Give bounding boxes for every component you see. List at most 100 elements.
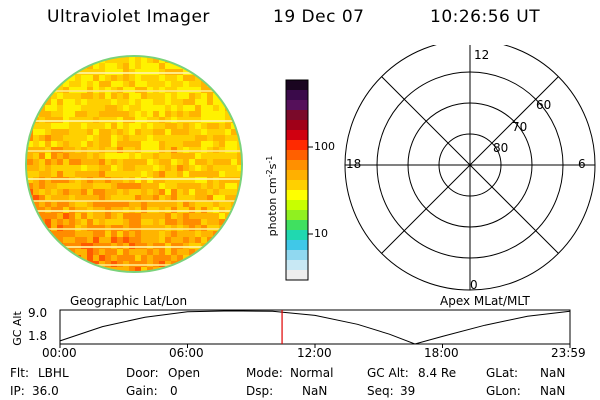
emission-cell <box>213 129 219 135</box>
emission-cell <box>195 201 201 207</box>
time-tick-label-0: 00:00 <box>42 346 77 360</box>
emission-cell <box>165 255 171 261</box>
colorbar-frame <box>285 79 309 281</box>
emission-cell <box>189 165 195 171</box>
emission-cell <box>111 195 117 201</box>
emission-cell <box>45 123 51 129</box>
emission-cell <box>99 141 105 147</box>
emission-cell <box>39 171 45 177</box>
emission-cell <box>39 201 45 207</box>
emission-cell <box>201 81 207 87</box>
emission-cell <box>81 105 87 111</box>
emission-cell <box>189 237 195 243</box>
emission-cell <box>153 231 159 237</box>
emission-cell <box>171 105 177 111</box>
colorbar-cell <box>286 180 308 191</box>
emission-cell <box>81 75 87 81</box>
emission-cell <box>75 75 81 81</box>
emission-cell <box>207 159 213 165</box>
emission-cell <box>87 123 93 129</box>
emission-cell <box>105 141 111 147</box>
polar-grid <box>344 45 596 291</box>
emission-cell <box>177 93 183 99</box>
emission-cell <box>87 141 93 147</box>
emission-cell <box>45 201 51 207</box>
emission-cell <box>207 153 213 159</box>
colorbar-cell <box>286 220 308 231</box>
emission-cell <box>111 141 117 147</box>
emission-cell <box>87 231 93 237</box>
emission-cell <box>39 183 45 189</box>
emission-cell <box>39 111 45 117</box>
emission-cell <box>99 219 105 225</box>
emission-cell <box>231 171 237 177</box>
emission-cell <box>141 129 147 135</box>
emission-cell <box>171 111 177 117</box>
emission-cell <box>159 123 165 129</box>
emission-cell <box>51 141 57 147</box>
colorbar-cell <box>286 120 308 131</box>
emission-cell <box>177 99 183 105</box>
dsp-value: NaN <box>302 384 328 398</box>
emission-cell <box>87 129 93 135</box>
emission-cell <box>171 213 177 219</box>
emission-cell <box>237 153 241 159</box>
emission-cell <box>99 231 105 237</box>
emission-cell <box>57 189 63 195</box>
emission-cell <box>33 195 39 201</box>
emission-cell <box>45 195 51 201</box>
colorbar-cell <box>286 140 308 151</box>
emission-cell <box>225 183 231 189</box>
emission-cell <box>33 189 39 195</box>
emission-cell <box>207 99 213 105</box>
emission-cell <box>129 141 135 147</box>
emission-cell <box>123 81 129 87</box>
emission-cell <box>45 135 51 141</box>
alt-strip-plot <box>59 309 571 348</box>
emission-cell <box>93 99 99 105</box>
colorbar-cell <box>286 260 308 271</box>
emission-cell <box>33 183 39 189</box>
emission-cell <box>225 171 231 177</box>
gain-value: 0 <box>170 384 178 398</box>
emission-cell <box>231 141 237 147</box>
emission-cell <box>153 213 159 219</box>
emission-cell <box>135 195 141 201</box>
emission-cell <box>147 231 153 237</box>
emission-cell <box>117 165 123 171</box>
emission-cell <box>75 99 81 105</box>
emission-cell <box>63 171 69 177</box>
colorbar-label-10: 10 <box>314 227 328 240</box>
emission-cell <box>213 195 219 201</box>
emission-cell <box>117 105 123 111</box>
emission-cell <box>219 219 225 225</box>
emission-cell <box>195 237 201 243</box>
emission-cell <box>165 135 171 141</box>
emission-cell <box>45 129 51 135</box>
emission-cell <box>237 141 241 147</box>
emission-cell <box>219 141 225 147</box>
time-tick-label-3: 18:00 <box>424 346 459 360</box>
emission-cell <box>219 165 225 171</box>
emission-cell <box>39 165 45 171</box>
emission-cell <box>87 153 93 159</box>
mlat-label-60: 60 <box>536 98 552 112</box>
emission-cell <box>63 81 69 87</box>
emission-cell <box>135 231 141 237</box>
emission-cell <box>165 171 171 177</box>
colorbar-label-100: 100 <box>314 140 335 153</box>
scan-streak <box>27 264 241 266</box>
emission-cell <box>159 129 165 135</box>
emission-cell <box>45 189 51 195</box>
emission-cell <box>87 255 93 261</box>
emission-cell <box>69 135 75 141</box>
emission-cell <box>189 111 195 117</box>
emission-cell <box>147 237 153 243</box>
emission-cell <box>63 159 69 165</box>
emission-cell <box>75 213 81 219</box>
emission-cell <box>165 201 171 207</box>
emission-cell <box>147 135 153 141</box>
emission-cell <box>111 105 117 111</box>
emission-cell <box>141 189 147 195</box>
emission-cell <box>231 123 237 129</box>
